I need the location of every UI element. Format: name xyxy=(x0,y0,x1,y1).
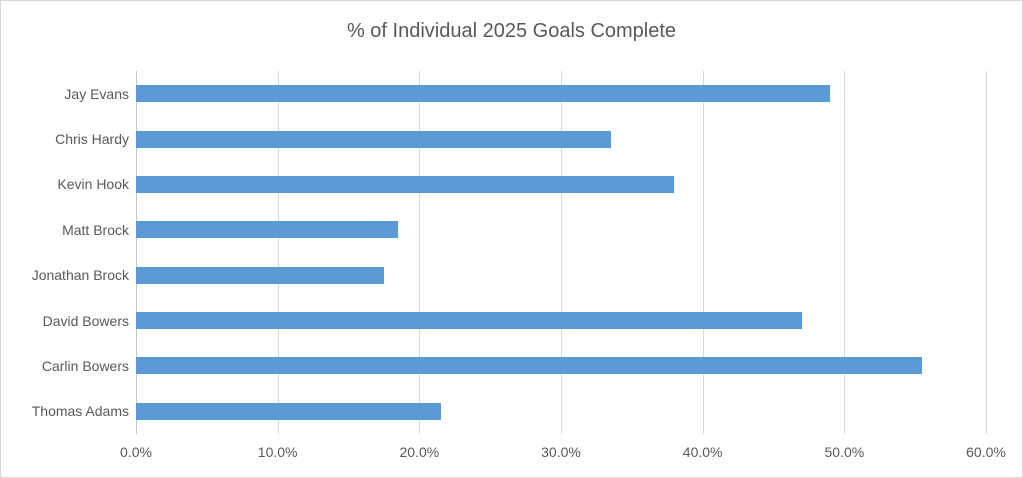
bar-david-bowers xyxy=(136,312,802,330)
plot-area xyxy=(136,71,987,434)
category-label-jonathan-brock: Jonathan Brock xyxy=(31,267,129,284)
x-tick-label-40-0-: 40.0% xyxy=(682,444,723,460)
category-label-thomas-adams: Thomas Adams xyxy=(31,403,129,420)
category-axis-line xyxy=(136,71,137,434)
bar-matt-brock xyxy=(136,221,399,239)
category-label-david-bowers: David Bowers xyxy=(42,312,129,329)
y-axis-category-labels: Jay Evans Chris Hardy Kevin Hook Matt Brock… xyxy=(1,71,129,434)
x-tick-label-50-0-: 50.0% xyxy=(824,444,865,460)
vertical-gridline xyxy=(419,71,421,434)
x-tick-label-30-0-: 30.0% xyxy=(541,444,581,460)
category-label-jay-evans: Jay Evans xyxy=(64,85,129,102)
x-tick-label-60-0-: 60.0% xyxy=(966,444,1006,460)
category-label-kevin-hook: Kevin Hook xyxy=(57,176,129,193)
bar-jonathan-brock xyxy=(136,266,384,284)
x-tick-label-0-0-: 0.0% xyxy=(120,444,152,460)
bar-jay-evans xyxy=(136,85,831,103)
x-tick-label-10-0-: 10.0% xyxy=(257,444,298,460)
x-tick-label-20-0-: 20.0% xyxy=(399,444,440,460)
category-label-matt-brock: Matt Brock xyxy=(62,221,129,238)
bar-thomas-adams xyxy=(136,402,441,420)
vertical-gridline xyxy=(986,71,987,434)
vertical-gridline xyxy=(561,71,562,434)
category-label-carlin-bowers: Carlin Bowers xyxy=(41,357,129,374)
chart-title: % of Individual 2025 Goals Complete xyxy=(346,20,677,42)
vertical-gridline xyxy=(277,71,279,434)
vertical-gridline xyxy=(702,71,704,434)
bar-carlin-bowers xyxy=(136,357,923,375)
bar-kevin-hook xyxy=(136,175,675,193)
x-axis-tick-labels: 0.0% 10.0% 20.0% 30.0% 40.0% 50.0% 60.0% xyxy=(1,444,1022,464)
vertical-gridline xyxy=(844,71,846,434)
bar-chris-hardy xyxy=(136,130,611,148)
category-label-chris-hardy: Chris Hardy xyxy=(55,131,129,148)
